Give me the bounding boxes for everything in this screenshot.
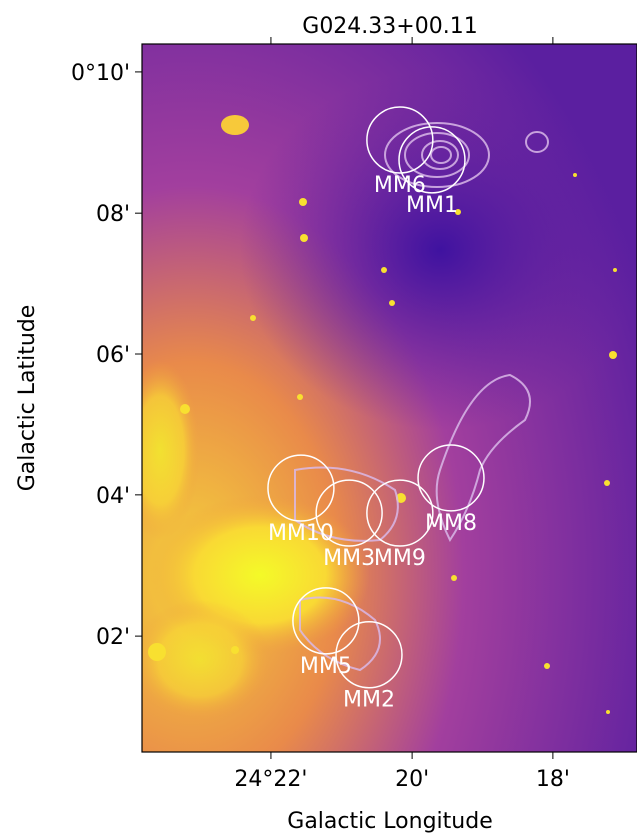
source-label: MM9 xyxy=(374,546,426,571)
chart: G024.33+00.11 Galactic Longitude Galacti… xyxy=(0,0,637,834)
y-tick-label: 08' xyxy=(96,202,130,227)
source-label: MM5 xyxy=(300,654,352,679)
chart-title: G024.33+00.11 xyxy=(302,14,477,39)
source-label: MM3 xyxy=(323,546,375,571)
y-tick-label: 06' xyxy=(96,343,130,368)
y-tick-label: 04' xyxy=(96,484,130,509)
y-tick-label: 0°10' xyxy=(71,61,130,86)
x-tick-label: 24°22' xyxy=(234,767,307,792)
x-axis-label: Galactic Longitude xyxy=(287,809,492,834)
source-label: MM1 xyxy=(406,193,458,218)
source-label: MM2 xyxy=(343,688,395,713)
x-tick-label: 20' xyxy=(395,767,429,792)
sky-image xyxy=(120,44,637,752)
y-axis-label: Galactic Latitude xyxy=(15,305,40,492)
x-tick-label: 18' xyxy=(536,767,570,792)
y-tick-label: 02' xyxy=(96,625,130,650)
source-label: MM8 xyxy=(425,511,477,536)
